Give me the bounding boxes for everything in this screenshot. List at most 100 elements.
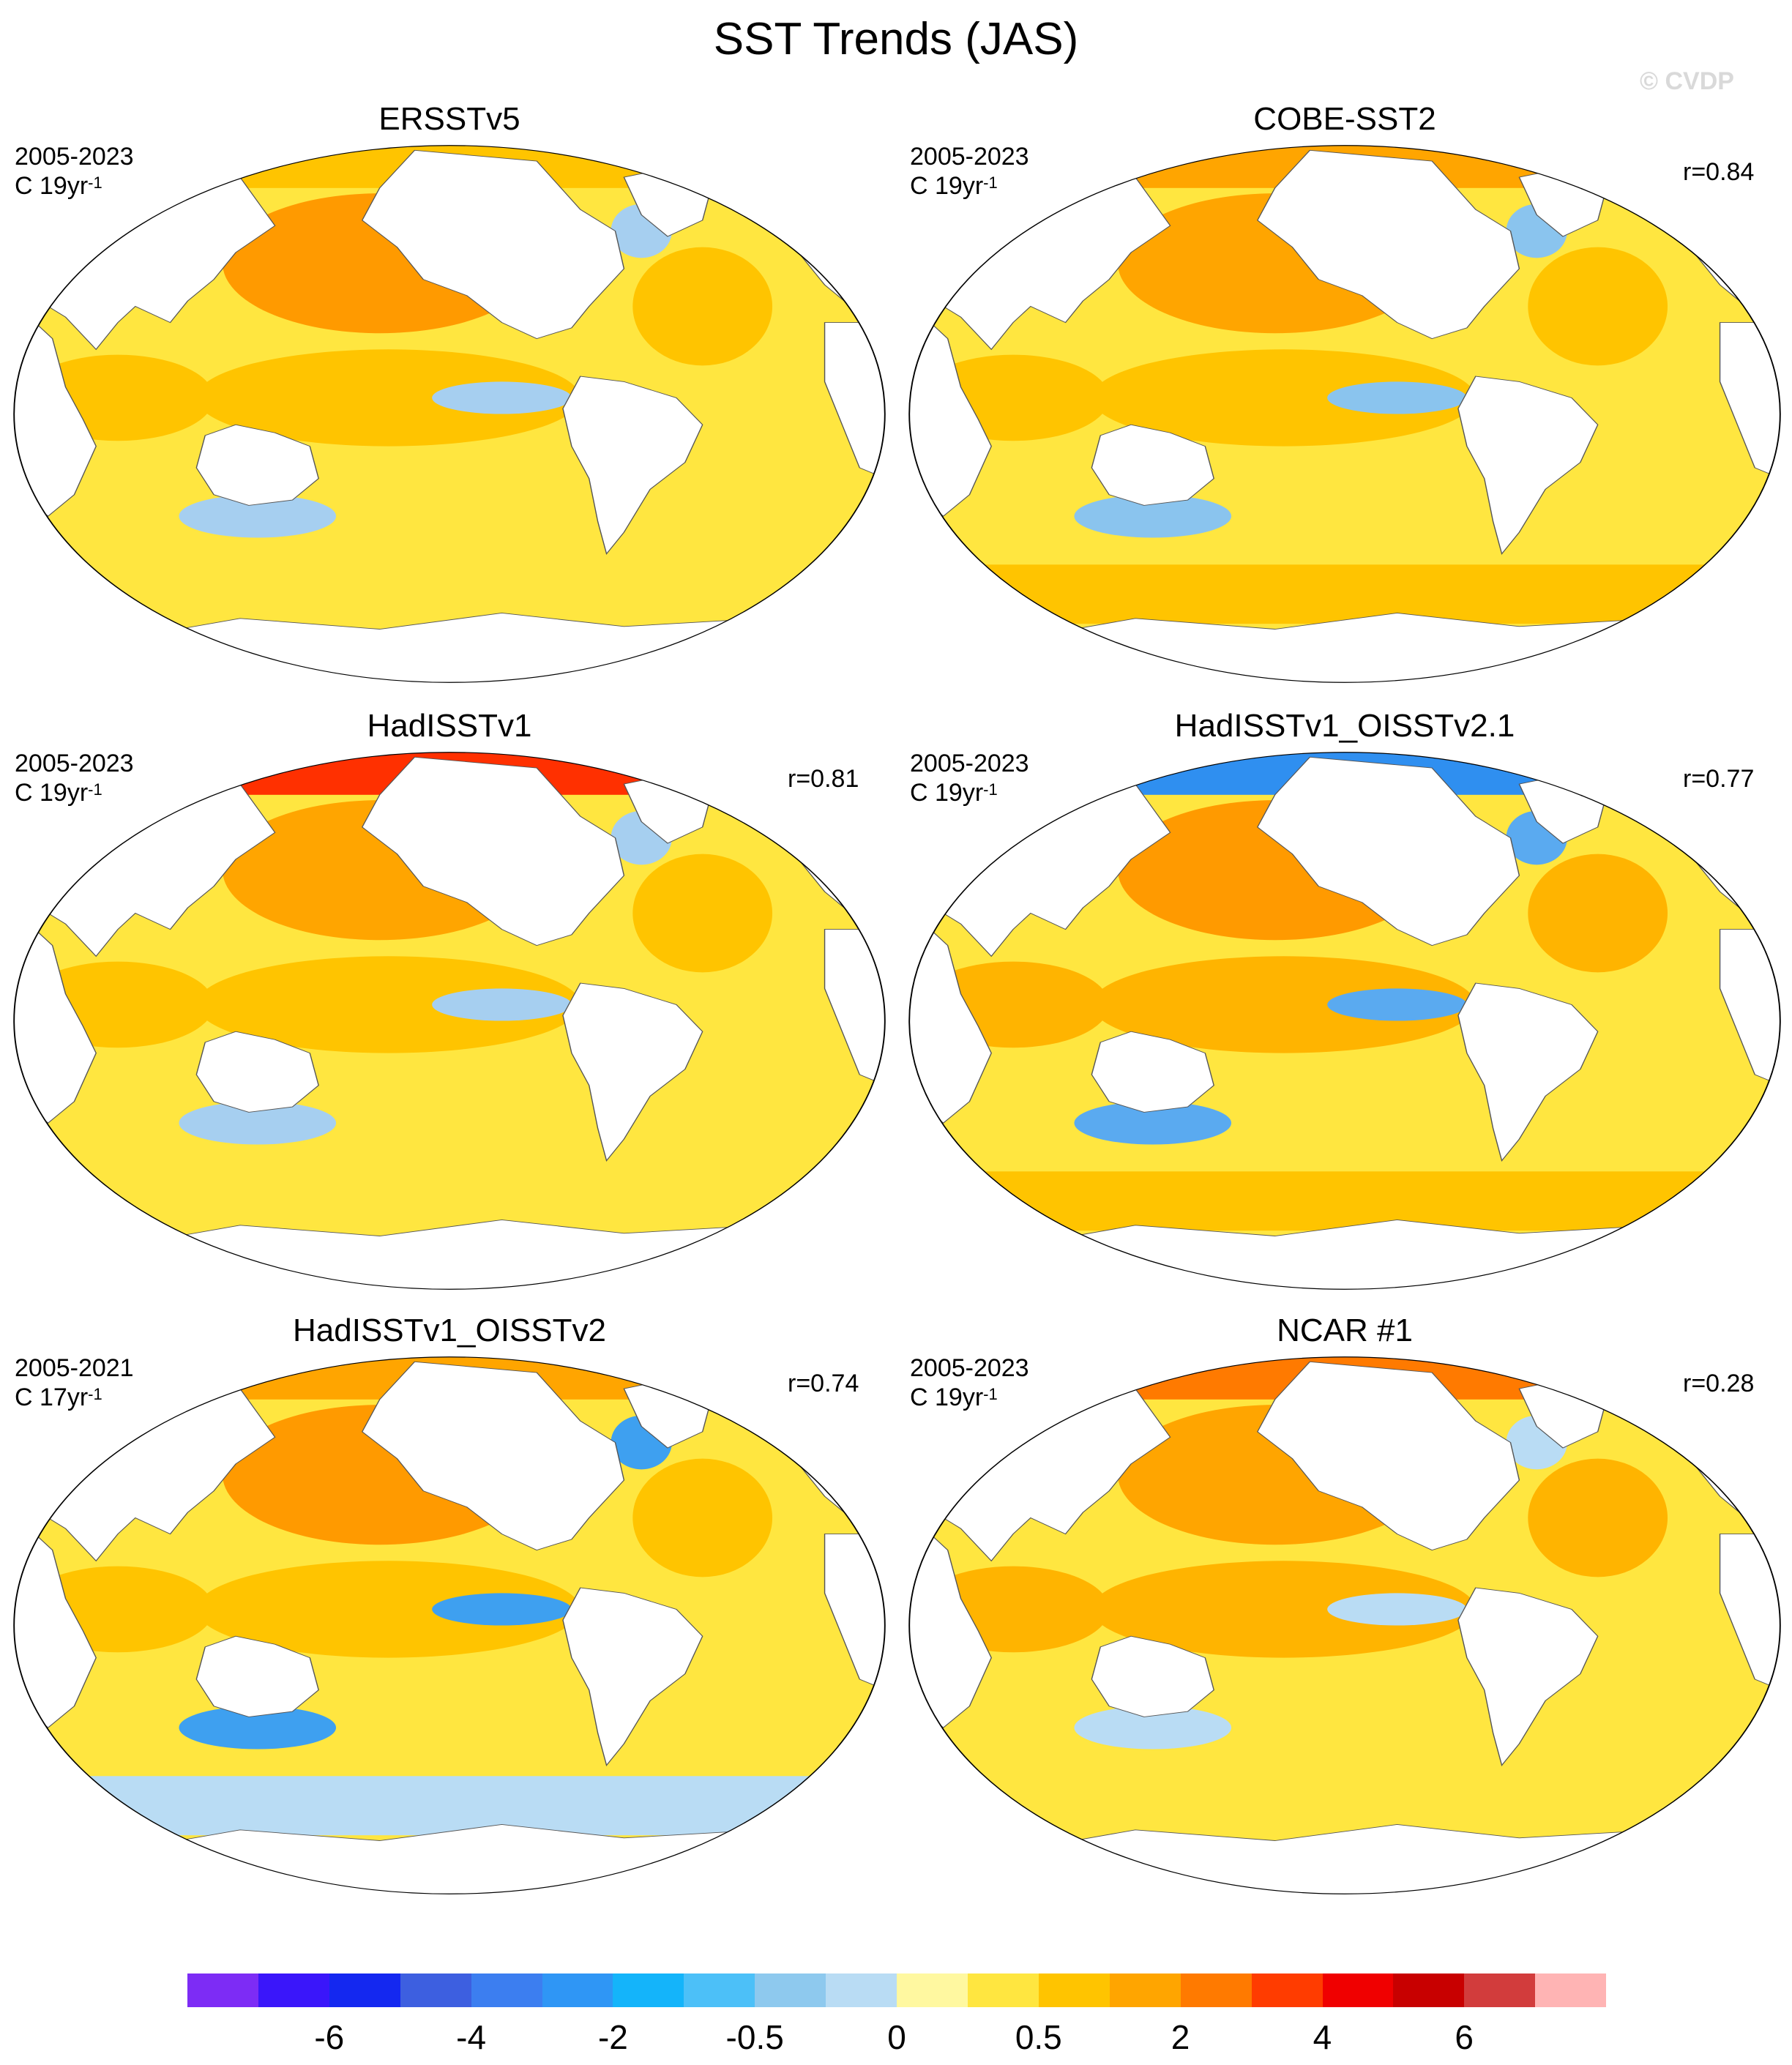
panel-2-title: COBE-SST2 [1253, 101, 1436, 137]
panel-3-info: 2005-2023 C 19yr-1 [15, 749, 134, 807]
land-antarctica [116, 1220, 782, 1290]
tropical-pacific-anomaly [1091, 349, 1476, 447]
colorbar-tick-label: -2 [597, 2018, 628, 2056]
panel-4-units: C 19yr-1 [910, 779, 998, 807]
colorbar-tick-label: 2 [1171, 2018, 1190, 2056]
colorbar-cell [826, 1973, 897, 2007]
land-samerica [1457, 376, 1599, 556]
panel-3-period: 2005-2023 [15, 750, 134, 777]
east-pacific-cool-patch [1327, 1593, 1467, 1626]
panel-3-units: C 19yr-1 [15, 779, 102, 807]
tropical-pacific-anomaly [196, 1561, 580, 1658]
southern-ocean-band [14, 564, 885, 624]
east-pacific-cool-patch [432, 988, 572, 1021]
atlantic-anomaly [632, 247, 773, 366]
panel-2-info: 2005-2023 C 19yr-1 [910, 142, 1029, 201]
southern-cool-patch [179, 1706, 337, 1750]
map-outline [908, 1356, 1781, 1894]
atlantic-anomaly [1528, 247, 1668, 366]
land-samerica [562, 982, 703, 1162]
southern-cool-patch [1074, 1706, 1232, 1750]
colorbar-cell [542, 1973, 613, 2007]
east-pacific-cool-patch [1327, 381, 1467, 414]
land-antarctica [116, 1824, 782, 1894]
colorbar-cell [187, 1973, 258, 2007]
colorbar-tick-label: 4 [1313, 2018, 1332, 2056]
land-antarctica [1012, 613, 1677, 683]
land-samerica [1457, 1587, 1599, 1767]
panel-5-title: HadISSTv1_OISSTv2 [293, 1312, 606, 1348]
panel-2-correlation: r=0.84 [1683, 158, 1755, 186]
land-australia [195, 424, 319, 506]
land-namerica [361, 756, 625, 946]
panel-1-period: 2005-2023 [15, 143, 134, 171]
land-antarctica [1012, 1824, 1677, 1894]
colorbar-tick-label: 6 [1455, 2018, 1474, 2056]
panel-4-period: 2005-2023 [910, 750, 1029, 777]
colorbar-cell [1180, 1973, 1252, 2007]
land-samerica [562, 376, 703, 556]
land-africaR [824, 322, 885, 479]
land-namerica [1256, 1361, 1520, 1551]
tropical-pacific-anomaly [1091, 1561, 1476, 1658]
panel-1-info: 2005-2023 C 19yr-1 [15, 142, 134, 201]
land-samerica [562, 1587, 703, 1767]
atlantic-anomaly [632, 1458, 773, 1577]
colorbar-cell [400, 1973, 471, 2007]
panel-2-units: C 19yr-1 [910, 172, 998, 200]
panel-5-units: C 17yr-1 [15, 1383, 102, 1411]
east-pacific-cool-patch [432, 1593, 572, 1626]
colorbar-cell [613, 1973, 684, 2007]
colorbar-cell [329, 1973, 400, 2007]
colorbar-cell [897, 1973, 968, 2007]
land-samerica [1457, 982, 1599, 1162]
southern-cool-patch [179, 494, 337, 538]
colorbar-cell [1251, 1973, 1323, 2007]
panel-6-map [908, 1356, 1781, 1894]
colorbar-cell [1535, 1973, 1607, 2007]
southern-ocean-band [14, 1171, 885, 1231]
colorbar-tick-label: -4 [456, 2018, 487, 2056]
land-australia [195, 1031, 319, 1113]
panel-1-title: ERSSTv5 [378, 101, 520, 137]
land-namerica [361, 1361, 625, 1551]
atlantic-anomaly [632, 854, 773, 973]
southern-ocean-band [909, 564, 1780, 624]
colorbar-cell [755, 1973, 826, 2007]
colorbar-cell [967, 1973, 1039, 2007]
map-outline [908, 145, 1781, 683]
panel-3-title: HadISSTv1 [367, 708, 532, 744]
panel-5-map [13, 1356, 886, 1894]
panel-4-title: HadISSTv1_OISSTv2.1 [1174, 708, 1515, 744]
tropical-pacific-anomaly [1091, 956, 1476, 1053]
tropical-pacific-anomaly [196, 349, 580, 447]
colorbar-tick-label: -6 [314, 2018, 345, 2056]
colorbar-cell [684, 1973, 755, 2007]
map-outline [908, 752, 1781, 1290]
southern-cool-patch [179, 1101, 337, 1145]
land-antarctica [1012, 1220, 1677, 1290]
land-namerica [1256, 149, 1520, 340]
figure-title: SST Trends (JAS) [713, 14, 1079, 64]
land-australia [1091, 1635, 1214, 1717]
east-pacific-cool-patch [1327, 988, 1467, 1021]
panel-1-map [13, 145, 886, 683]
land-africaR [824, 1534, 885, 1691]
colorbar-tick-label: -0.5 [725, 2018, 784, 2056]
colorbar-cell [1393, 1973, 1465, 2007]
tropical-pacific-anomaly [196, 956, 580, 1053]
colorbar-cell [1109, 1973, 1181, 2007]
colorbar-cell [1464, 1973, 1536, 2007]
panel-4-info: 2005-2023 C 19yr-1 [910, 749, 1029, 807]
panel-2-map [908, 145, 1781, 683]
colorbar-cell [471, 1973, 542, 2007]
land-antarctica [116, 613, 782, 683]
colorbar-tick-label: 0.5 [1015, 2018, 1062, 2056]
map-outline [13, 145, 886, 683]
colorbar [187, 1973, 1607, 2007]
atlantic-anomaly [1528, 854, 1668, 973]
southern-cool-patch [1074, 1101, 1232, 1145]
panel-3-correlation: r=0.81 [788, 765, 859, 793]
panel-5-period: 2005-2021 [15, 1354, 134, 1382]
land-australia [1091, 1031, 1214, 1113]
